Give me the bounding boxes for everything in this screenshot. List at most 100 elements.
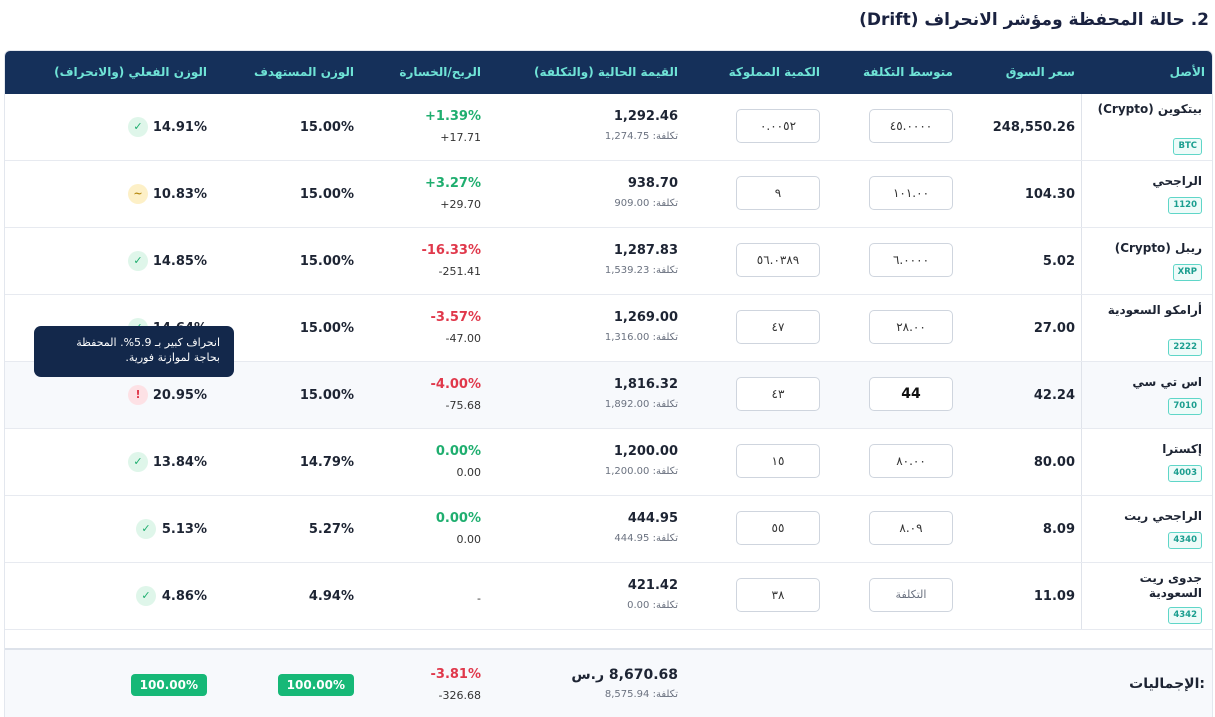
drift-tooltip: انحراف كبير بـ 5.9%. المحفظة بحاجة لمواز… [34,326,234,377]
header-target-weight: الوزن المستهدف [253,65,354,79]
avg-cost-input[interactable]: ٤٥.٠٠٠٠ [869,109,953,143]
drift-status-icon[interactable]: ✓ [128,251,148,271]
totals-value: 8,670.68 ر.س [571,667,678,683]
pl-amount: -47.00 [445,332,481,345]
drift-status-icon[interactable]: ✓ [128,452,148,472]
quantity-input[interactable]: ١٥ [736,444,820,478]
pl-percent: -16.33% [421,243,481,258]
avg-cost-input[interactable]: ١٠١.٠٠ [869,176,953,210]
pl-percent: +1.39% [425,109,481,124]
asset-cell: إكسترا 4003 [1081,429,1212,495]
quantity-input[interactable]: ٥٦.٠٣٨٩ [736,243,820,277]
asset-cell: الراجحي ريت 4340 [1081,496,1212,562]
totals-label: الإجماليات: [1129,676,1205,692]
totals-pl-amount: -326.68 [438,689,481,702]
cost-basis: تكلفة: 1,539.23 [604,265,678,276]
drift-status-icon[interactable]: ✓ [128,117,148,137]
page-title: 2. حالة المحفظة ومؤشر الانحراف (Drift) [859,10,1209,30]
quantity-input[interactable]: ٩ [736,176,820,210]
quantity-input[interactable]: ٥٥ [736,511,820,545]
target-weight: 15.00% [299,254,354,269]
header-current-value: القيمة الحالية (والتكلفة) [533,65,678,79]
header-market-price: سعر السوق [1005,65,1075,79]
drift-status-icon[interactable]: ✓ [136,519,156,539]
actual-weight: 20.95% [152,388,207,403]
current-value: 938.70 [627,176,678,191]
market-price: 104.30 [1024,187,1075,202]
cost-basis: تكلفة: 1,316.00 [604,332,678,343]
pl-amount: +17.71 [440,131,481,144]
header-avg-cost: متوسط التكلفة [863,65,953,79]
table-row: ريبل (Crypto) XRP 5.02 ٦.٠٠٠٠ ٥٦.٠٣٨٩ 1,… [5,228,1212,295]
avg-cost-input[interactable]: ٦.٠٠٠٠ [869,243,953,277]
asset-ticker-badge: 4003 [1168,465,1202,482]
totals-pl-percent: -3.81% [430,667,482,682]
asset-ticker-badge: 4340 [1168,532,1202,549]
asset-ticker-badge: XRP [1172,264,1202,281]
portfolio-table: الأصل سعر السوق متوسط التكلفة الكمية الم… [4,50,1213,717]
market-price: 27.00 [1033,321,1075,336]
target-weight: 15.00% [299,388,354,403]
pl-amount: 0.00 [456,533,482,546]
asset-name: إكسترا [1162,442,1202,456]
avg-cost-input[interactable]: ٨٠.٠٠ [869,444,953,478]
totals-row: الإجماليات: 8,670.68 ر.س تكلفة: 8,575.94… [5,648,1212,717]
asset-ticker-badge: BTC [1173,138,1202,155]
asset-name: الراجحي ريت [1124,509,1202,523]
current-value: 444.95 [627,511,678,526]
table-row: اس تي سي 7010 42.24 44 ٤٣ 1,816.32 تكلفة… [5,362,1212,429]
actual-weight: 4.86% [161,589,207,604]
pl-amount: 0.00 [456,466,482,479]
pl-amount: -251.41 [438,265,481,278]
avg-cost-input[interactable]: ٨.٠٩ [869,511,953,545]
quantity-input[interactable]: ٠.٠٠٥٢ [736,109,820,143]
market-price: 11.09 [1033,589,1075,604]
pl-amount: -75.68 [445,399,481,412]
header-asset: الأصل [1169,65,1205,79]
cost-basis: تكلفة: 1,892.00 [604,399,678,410]
current-value: 1,816.32 [613,377,678,392]
pl-percent: -4.00% [430,377,482,392]
current-value: 1,269.00 [613,310,678,325]
asset-name: ريبل (Crypto) [1114,241,1202,255]
current-value: 1,292.46 [613,109,678,124]
target-weight: 15.00% [299,321,354,336]
asset-name: جدوى ريت السعودية [1139,571,1202,600]
current-value: 1,200.00 [613,444,678,459]
asset-cell: أرامكو السعودية 2222 [1081,295,1212,361]
quantity-input[interactable]: ٤٣ [736,377,820,411]
table-row: إكسترا 4003 80.00 ٨٠.٠٠ ١٥ 1,200.00 تكلف… [5,429,1212,496]
asset-name: بيتكوين (Crypto) [1097,102,1202,116]
actual-weight: 5.13% [161,522,207,537]
totals-actual-weight-badge: 100.00% [130,674,207,696]
market-price: 8.09 [1042,522,1075,537]
avg-cost-input[interactable]: التكلفة [869,578,953,612]
target-weight: 15.00% [299,120,354,135]
drift-status-icon[interactable]: ~ [128,184,148,204]
pl-percent: 0.00% [435,511,481,526]
drift-status-icon[interactable]: ✓ [136,586,156,606]
asset-cell: الراجحي 1120 [1081,161,1212,227]
asset-cell: ريبل (Crypto) XRP [1081,228,1212,294]
drift-status-icon[interactable]: ! [128,385,148,405]
asset-cell: بيتكوين (Crypto) BTC [1081,94,1212,160]
table-row: جدوى ريت السعودية 4342 11.09 التكلفة ٣٨ … [5,563,1212,630]
avg-cost-input[interactable]: ٢٨.٠٠ [869,310,953,344]
asset-ticker-badge: 1120 [1168,197,1202,214]
asset-name: اس تي سي [1132,375,1202,389]
totals-target-weight-badge: 100.00% [277,674,354,696]
cost-basis: تكلفة: 1,200.00 [604,466,678,477]
header-profit-loss: الربح/الخسارة [399,65,481,79]
market-price: 248,550.26 [992,120,1075,135]
quantity-input[interactable]: ٤٧ [736,310,820,344]
avg-cost-input[interactable]: 44 [869,377,953,411]
quantity-input[interactable]: ٣٨ [736,578,820,612]
target-weight: 4.94% [308,589,354,604]
asset-cell: جدوى ريت السعودية 4342 [1081,563,1212,629]
actual-weight: 10.83% [152,187,207,202]
header-actual-weight: الوزن الفعلي (والانحراف) [54,65,207,79]
cost-basis: تكلفة: 909.00 [614,198,678,209]
table-header: الأصل سعر السوق متوسط التكلفة الكمية الم… [5,51,1212,94]
cost-basis: تكلفة: 0.00 [627,600,678,611]
table-row: الراجحي 1120 104.30 ١٠١.٠٠ ٩ 938.70 تكلف… [5,161,1212,228]
